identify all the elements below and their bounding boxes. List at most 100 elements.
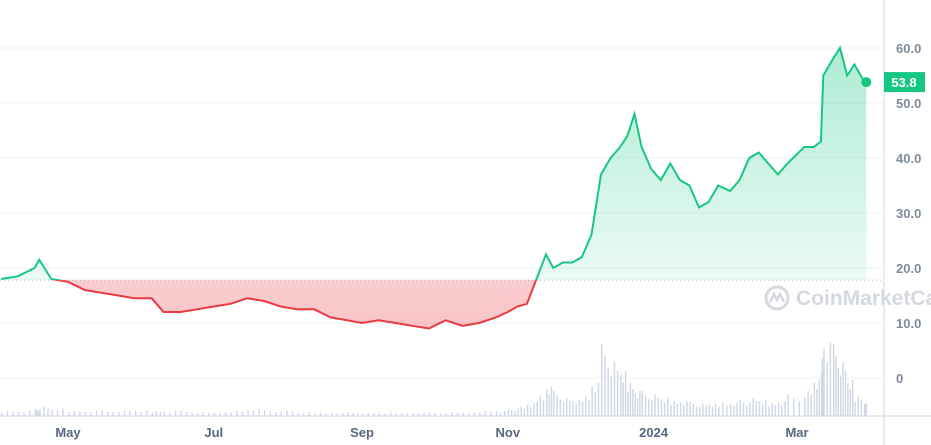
volume-bar <box>702 403 704 416</box>
volume-bar <box>629 383 632 416</box>
volume-bar <box>842 362 844 416</box>
volume-bar <box>663 402 666 416</box>
volume-bar <box>844 371 847 416</box>
volume-bar <box>241 411 244 416</box>
volume-bar <box>562 402 565 416</box>
volume-bar <box>357 413 359 416</box>
area-fill-up <box>1 48 867 281</box>
volume-bar <box>29 411 31 417</box>
volume-bar <box>225 412 227 416</box>
volume-bar <box>533 403 535 416</box>
volume-bar <box>275 412 277 416</box>
volume-bar <box>644 395 647 416</box>
volume-bar <box>490 411 492 416</box>
volume-bar <box>829 341 832 417</box>
area-fill-down <box>57 280 537 329</box>
volume-bar <box>810 395 812 416</box>
volume-bar <box>774 405 777 416</box>
volume-bar <box>352 413 354 416</box>
volume-bar <box>495 411 498 416</box>
volume-bar <box>733 406 735 416</box>
volume-bar <box>445 413 447 416</box>
volume-bar <box>389 412 392 416</box>
volume-bar <box>857 396 859 416</box>
volume-bar <box>683 405 685 416</box>
volume-bar <box>462 412 464 416</box>
volume-bar <box>585 396 587 416</box>
x-tick-label: 2024 <box>639 425 669 440</box>
volume-bar <box>705 405 707 416</box>
volume-bar <box>264 410 266 416</box>
volume-bar <box>140 411 142 416</box>
volume-bar <box>657 398 659 416</box>
volume-bar <box>314 413 316 416</box>
volume-bar <box>280 411 283 416</box>
volume-bar <box>610 375 612 416</box>
volume-bar <box>530 406 532 417</box>
volume-bar <box>503 411 506 417</box>
volume-bar <box>373 413 375 416</box>
volume-bar <box>620 374 622 417</box>
volume-bar <box>854 401 856 416</box>
volume-bar <box>673 401 675 416</box>
volume-bar <box>417 413 420 416</box>
volume-bar <box>378 412 381 416</box>
volume-bar <box>793 398 795 416</box>
volume-bar <box>798 401 800 416</box>
volume-bar <box>695 406 698 416</box>
volume-bar <box>539 396 542 416</box>
volume-bar <box>134 411 137 417</box>
volume-bar <box>180 410 182 416</box>
volume-bar <box>90 412 92 416</box>
volume-bar <box>12 411 14 416</box>
volume-bar <box>566 398 568 416</box>
volume-bar <box>112 412 114 416</box>
volume-bar <box>514 411 516 416</box>
x-tick-label: Nov <box>496 425 521 440</box>
volume-bar <box>835 356 837 416</box>
volume-bar <box>219 413 221 416</box>
volume-bar <box>79 411 81 416</box>
volume-bar <box>730 404 732 416</box>
volume-bar <box>68 412 70 416</box>
volume-bar <box>588 399 590 416</box>
volume-bars <box>1 341 867 417</box>
volume-bar <box>651 399 653 416</box>
volume-bar <box>291 411 294 416</box>
volume-bar <box>860 399 863 416</box>
volume-bar <box>330 413 333 416</box>
volume-bar <box>616 371 619 416</box>
volume-bar <box>840 375 842 416</box>
volume-bar <box>714 403 717 416</box>
volume-bar <box>847 383 849 416</box>
volume-bar <box>336 413 338 416</box>
volume-bar <box>765 399 767 416</box>
watermark-logo-icon <box>764 285 790 311</box>
volume-bar <box>174 411 177 417</box>
volume-bar <box>202 412 204 416</box>
volume-bar <box>197 413 199 416</box>
volume-bar <box>865 402 867 416</box>
volume-bar <box>742 402 745 416</box>
y-tick-label: 30.0 <box>896 206 921 221</box>
volume-bar <box>479 412 481 416</box>
volume-bar <box>601 344 603 416</box>
volume-bar <box>428 412 431 416</box>
volume-bar <box>692 404 694 416</box>
volume-bar <box>627 392 629 416</box>
volume-bar <box>548 394 550 416</box>
volume-bar <box>660 399 663 416</box>
volume-bar <box>607 368 609 416</box>
volume-bar <box>689 401 691 416</box>
volume-bar <box>542 399 545 416</box>
volume-bar <box>822 368 824 417</box>
volume-bar <box>581 401 584 416</box>
volume-bar <box>597 383 600 416</box>
volume-bar <box>632 389 634 416</box>
volume-bar <box>832 344 835 416</box>
volume-bar <box>208 413 210 416</box>
volume-bar <box>781 405 783 416</box>
volume-bar <box>820 374 823 416</box>
volume-bar <box>849 389 851 416</box>
